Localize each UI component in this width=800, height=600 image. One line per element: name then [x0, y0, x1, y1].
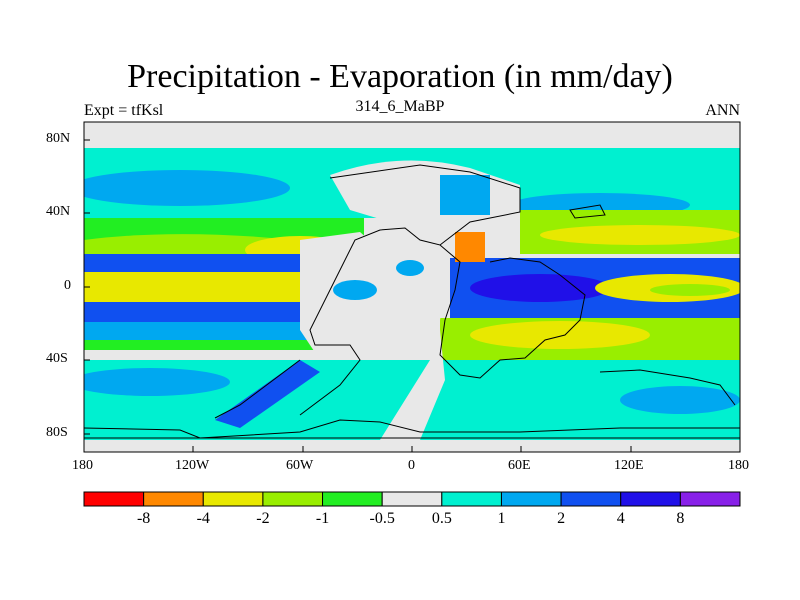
- colorbar-box: [143, 491, 204, 507]
- colorbar: [83, 491, 741, 507]
- colorbar-box: [381, 491, 443, 507]
- colorbar-label: 1: [497, 510, 506, 527]
- lon-tick: 180: [728, 458, 749, 473]
- colorbar-label: -1: [315, 510, 330, 527]
- colorbar-label: 4: [616, 510, 625, 527]
- experiment-label: Expt = tfKsl: [84, 102, 164, 119]
- lat-tick: 80S: [46, 425, 68, 440]
- coastlines: [84, 164, 740, 439]
- colorbar-box: [560, 491, 622, 507]
- colorbar-box: [441, 491, 502, 507]
- colorbar-box: [322, 491, 383, 507]
- lat-tick: 40N: [46, 204, 71, 219]
- colorbar-label: 0.5: [431, 510, 452, 527]
- colorbar-box: [679, 491, 741, 507]
- colorbar-label: -4: [196, 510, 210, 527]
- lon-tick: 60E: [508, 458, 531, 473]
- colorbar-box: [500, 491, 562, 507]
- colorbar-box: [620, 491, 681, 507]
- colorbar-box: [262, 491, 324, 507]
- map-field: [84, 122, 740, 452]
- colorbar-label: -8: [136, 510, 151, 527]
- colorbar-label: 8: [676, 510, 685, 527]
- lon-tick: 60W: [286, 458, 314, 473]
- lon-tick: 120W: [175, 458, 210, 473]
- lat-tick: 40S: [46, 351, 68, 366]
- colorbar-box: [202, 491, 264, 507]
- map-title: Precipitation - Evaporation (in mm/day): [127, 58, 673, 95]
- lon-tick: 180: [72, 458, 93, 473]
- lon-tick: 120E: [614, 458, 644, 473]
- lat-tick: 0: [64, 278, 71, 293]
- season-label: ANN: [705, 102, 740, 119]
- colorbar-label: 2: [557, 510, 566, 527]
- subtitle: 314_6_MaBP: [355, 98, 445, 115]
- axis-ticks: [83, 139, 741, 452]
- lon-tick: 0: [408, 458, 415, 473]
- colorbar-box: [83, 491, 145, 507]
- colorbar-label: -2: [256, 510, 270, 527]
- colorbar-label: -0.5: [369, 510, 395, 527]
- lat-tick: 80N: [46, 131, 71, 146]
